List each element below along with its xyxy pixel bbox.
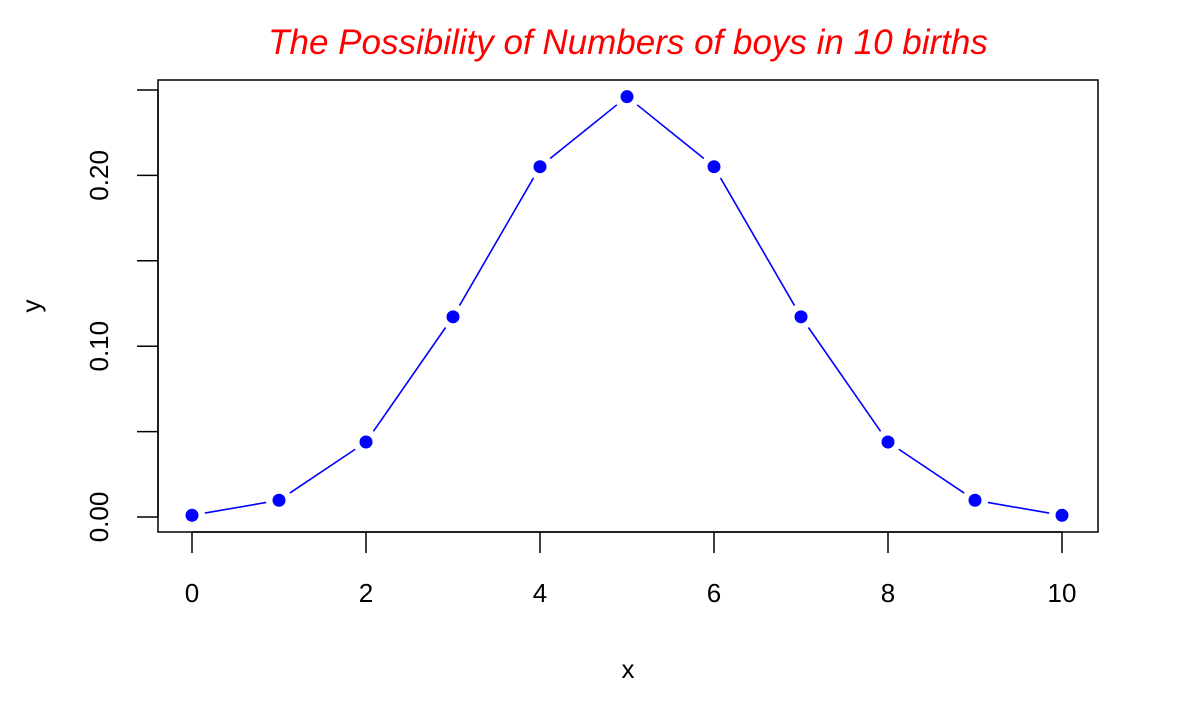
x-tick-label: 8 [881,578,895,608]
x-tick-label: 4 [533,578,547,608]
series-segment [719,177,796,306]
data-point [185,508,199,522]
data-point [968,493,982,507]
x-tick-label: 2 [359,578,373,608]
data-point [881,435,895,449]
data-point [533,160,547,174]
series-segment [898,448,965,494]
x-axis-label: x [622,654,635,684]
series-points [185,90,1069,522]
series-segment [458,177,535,306]
y-tick-label: 0.20 [84,150,114,201]
y-tick-label: 0.10 [84,321,114,372]
series-segment [204,501,267,514]
y-axis: 0.00 0.10 0.20 [84,89,159,543]
series-segment [987,501,1050,514]
series-segment [372,327,447,432]
series-segment [289,448,356,494]
x-tick-label: 0 [185,578,199,608]
data-point [1055,508,1069,522]
series-line [204,104,1050,514]
y-axis-label: y [16,300,46,313]
series-segment [807,327,882,432]
data-point [707,160,721,174]
x-axis: 0 2 4 6 8 10 [185,531,1077,608]
data-point [794,310,808,324]
series-segment [636,104,705,160]
series-segment [549,104,618,160]
plot-frame [157,79,1099,533]
x-tick-label: 6 [707,578,721,608]
y-tick-label: 0.00 [84,492,114,543]
data-point [272,493,286,507]
data-point [446,310,460,324]
x-tick-label: 10 [1048,578,1077,608]
data-point [359,435,373,449]
data-point [620,90,634,104]
chart-title: The Possibility of Numbers of boys in 10… [268,23,988,62]
